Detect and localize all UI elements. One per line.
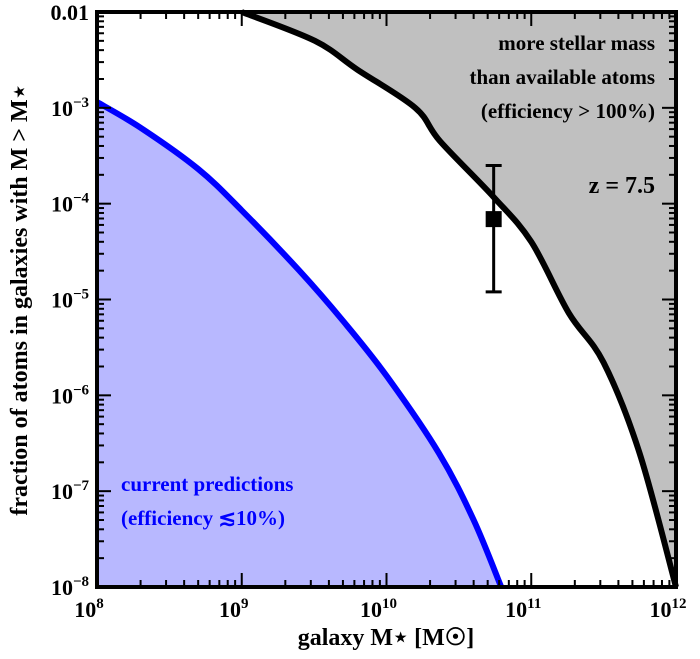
data-point-square — [485, 211, 502, 228]
annotation-blue-line1: current predictions — [121, 472, 293, 496]
x-tick-label: 1011 — [505, 596, 541, 622]
x-tick-label: 1010 — [360, 596, 397, 622]
y-tick-label: 10−6 — [51, 382, 90, 408]
annotation-redshift: z = 7.5 — [589, 173, 655, 199]
y-axis-label: fraction of atoms in galaxies with M > M… — [7, 84, 33, 515]
series-1-fill-region — [97, 102, 502, 588]
annotation-blue-line2: (efficiency ≲10%) — [121, 506, 285, 530]
y-tick-label: 0.01 — [51, 0, 90, 25]
y-tick-label: 10−3 — [51, 95, 89, 121]
x-tick-label: 108 — [74, 596, 104, 622]
series-1-curve — [95, 99, 504, 589]
y-tick-label: 10−7 — [51, 478, 90, 504]
x-tick-label: 1012 — [650, 596, 687, 622]
series-0-curve — [240, 9, 679, 588]
y-tick-label: 10−4 — [51, 191, 90, 217]
y-tick-label: 10−5 — [51, 287, 89, 313]
annotation-gray-line1: more stellar mass — [498, 31, 655, 55]
annotation-gray-line2: than available atoms — [469, 65, 655, 89]
x-tick-label: 109 — [219, 596, 249, 622]
plot-frame — [95, 10, 678, 589]
series-0-fill-region — [241, 12, 676, 587]
y-tick-label: 10−8 — [51, 574, 89, 600]
annotation-gray-line3: (efficiency > 100%) — [481, 99, 655, 123]
x-axis-label: galaxy M⋆ [M☉] — [298, 625, 475, 651]
